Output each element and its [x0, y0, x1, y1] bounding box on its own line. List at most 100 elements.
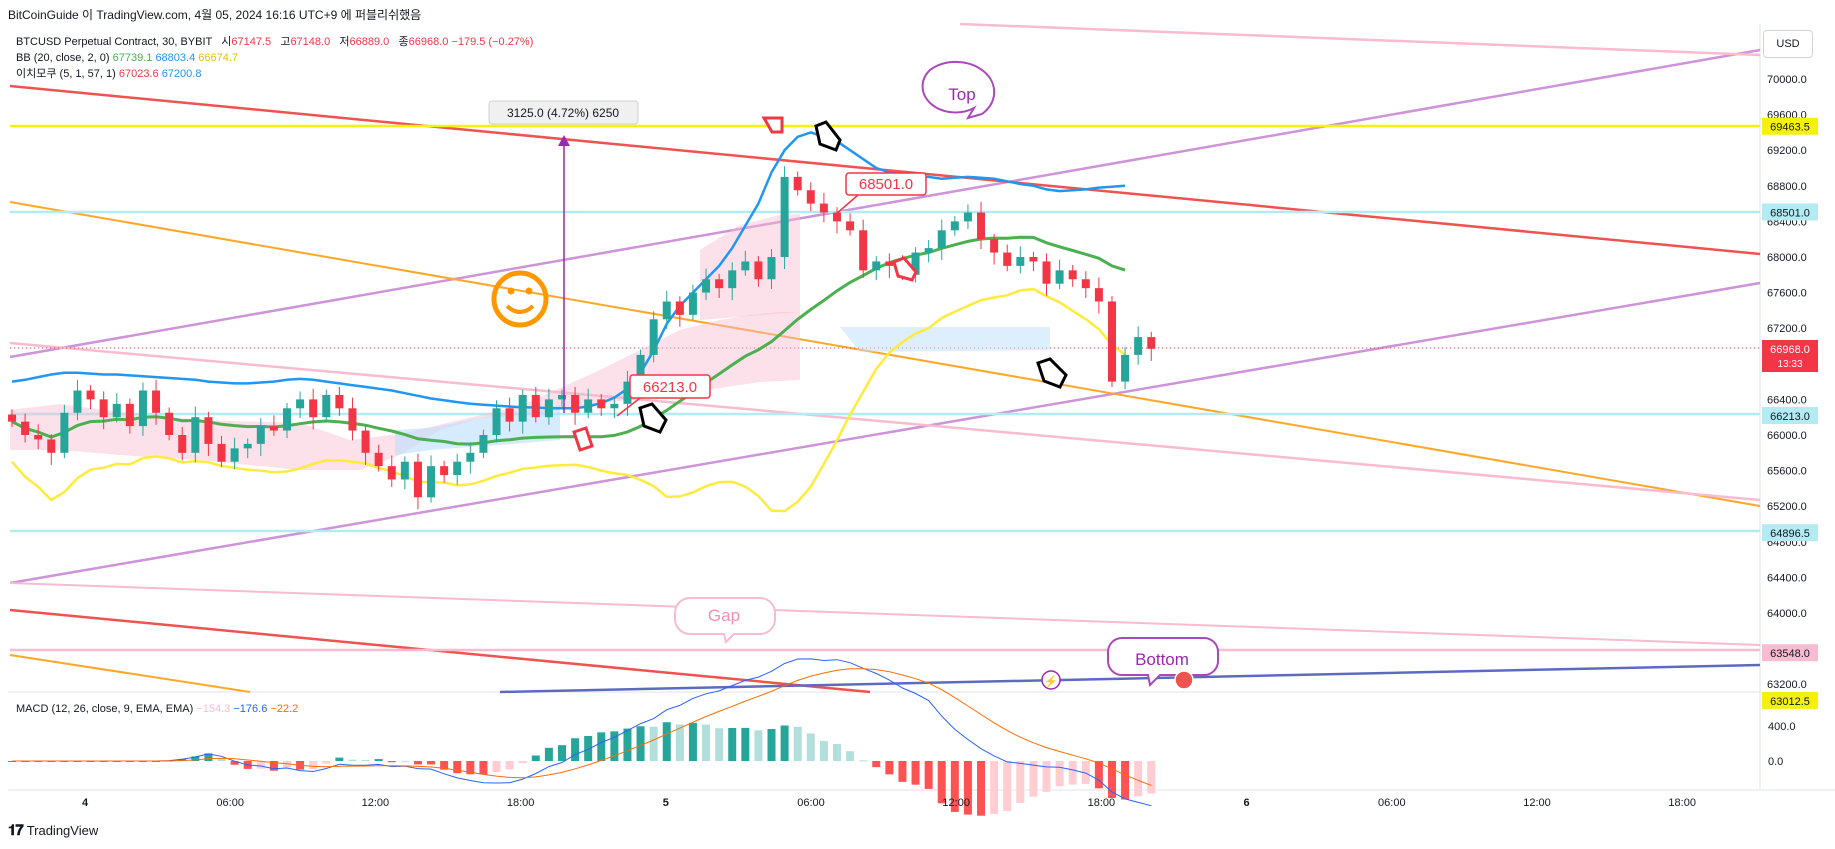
candle-body [688, 292, 697, 315]
macd-histogram-bar [924, 761, 933, 789]
hand-pointer-icon-1[interactable] [814, 120, 842, 152]
candle-body [361, 430, 370, 453]
candle-body [793, 176, 802, 191]
hand-pointer-icon-red-3[interactable] [572, 426, 594, 452]
candle-body [557, 394, 566, 400]
macd-line [12, 658, 1152, 807]
macd-signal-value: −22.2 [270, 703, 299, 715]
gap-callout-bubble[interactable] [674, 597, 776, 644]
macd-hist-value: −154.3 [196, 703, 231, 715]
macd-histogram-bar [832, 743, 841, 761]
legend-ichimoku-row: 이치모쿠 (5, 1, 57, 1) 67023.6 67200.8 [16, 66, 533, 82]
level-badge [1762, 644, 1818, 662]
hand-pointer-icon-2[interactable] [638, 402, 668, 434]
candle-body [191, 417, 200, 453]
pink-descending-trendline[interactable] [9, 341, 1761, 502]
hand-pointer-icon-red-2[interactable] [892, 256, 918, 282]
orange-lower-trendline[interactable] [9, 654, 251, 693]
macd-histogram-bar [1081, 761, 1090, 784]
candle-body [230, 448, 239, 462]
legend-bb-upper: 68803.4 [155, 52, 196, 64]
legend-symbol-row: BTCUSD Perpetual Contract, 30, BYBIT 시67… [16, 34, 533, 50]
lightning-event-icon[interactable] [1041, 670, 1061, 690]
navy-trendline[interactable] [499, 663, 1761, 694]
macd-histogram-bar [662, 722, 671, 761]
purple-lower-channel-line[interactable] [9, 281, 1761, 585]
price-tick: 65200.0 [1767, 501, 1807, 513]
macd-histogram-bar [636, 726, 645, 761]
candle-body [413, 461, 422, 498]
candle-body [47, 439, 56, 453]
time-axis[interactable]: 4 06:00 12:00 18:00 5 06:00 12:00 18:00 6 06:00 12… [82, 797, 1696, 809]
candle-body [1094, 288, 1103, 302]
macd-histogram-bar [898, 761, 907, 782]
tag-low-box[interactable] [629, 374, 711, 399]
candle-body [269, 426, 278, 431]
candle-body [636, 354, 645, 382]
candle-body [152, 390, 161, 413]
lightning-glyph: ⚡ [1044, 675, 1058, 688]
macd-histogram-bar [885, 761, 894, 775]
macd-histogram-bar [806, 733, 815, 761]
candle-body [990, 239, 999, 253]
candle-body [309, 399, 318, 418]
macd-histogram-bar [1042, 761, 1051, 792]
level-badge [1762, 407, 1818, 425]
candle-body [453, 461, 462, 476]
hand-pointer-icon-3[interactable] [1036, 357, 1068, 389]
macd-histogram-bar [453, 761, 462, 774]
top-callout-bubble[interactable] [921, 60, 996, 120]
candle-body [728, 270, 737, 289]
countdown-text: 13:33 [1777, 359, 1802, 370]
candle-body [662, 301, 671, 320]
bb-lower-line [11, 287, 1126, 513]
price-tick: 63200.0 [1767, 679, 1807, 691]
smiley-icon[interactable] [491, 270, 549, 328]
macd-histogram-bar [531, 755, 540, 761]
candle-body [571, 394, 580, 413]
pink-lower-trendline[interactable] [9, 582, 1761, 646]
candle-body [505, 408, 514, 422]
time-tick: 06:00 [216, 797, 244, 809]
candle-body [322, 394, 331, 418]
macd-histogram-bar [178, 758, 187, 761]
macd-histogram-bar [702, 724, 711, 761]
ichimoku-cloud-pink-2 [700, 214, 800, 320]
candle-body [21, 421, 30, 435]
candle-body [1081, 279, 1090, 289]
macd-histogram-bar [492, 761, 501, 773]
chart-legend: BTCUSD Perpetual Contract, 30, BYBIT 시67… [16, 34, 533, 82]
price-axis[interactable]: 70000.069600.069200.068800.068400.068000… [1767, 74, 1807, 691]
pink-top-trendline[interactable] [959, 22, 1761, 57]
candle-body [924, 248, 933, 253]
macd-histogram-bar [990, 761, 999, 814]
currency-button[interactable]: USD [1763, 30, 1813, 58]
candle-body [584, 399, 593, 413]
publish-header: BitCoinGuide 이 TradingView.com, 4월 05, 2… [8, 8, 422, 22]
candle-body [34, 435, 43, 440]
purple-upper-channel-line[interactable] [9, 48, 1761, 359]
macd-histogram-bar [361, 760, 370, 762]
level-badge-text: 63012.5 [1770, 696, 1810, 708]
candle-body [977, 212, 986, 240]
time-tick: 18:00 [1088, 797, 1116, 809]
candle-body [531, 394, 540, 418]
macd-tick-0: 0.0 [1768, 756, 1783, 768]
candle-body [859, 230, 868, 271]
macd-histogram-bar [427, 761, 436, 765]
tag-high-box[interactable] [845, 172, 927, 196]
hand-pointer-icon-red-1[interactable] [761, 116, 784, 134]
time-tick: 06:00 [1378, 797, 1406, 809]
macd-histogram-bar [623, 728, 632, 761]
candle-body [597, 399, 606, 409]
macd-pane [8, 658, 1156, 816]
tradingview-brand[interactable]: 𝟏𝟕 TradingView [8, 822, 98, 839]
macd-histogram-bar [466, 761, 475, 775]
candle-body [387, 466, 396, 480]
candle-body [806, 190, 815, 204]
orange-descending-trendline[interactable] [9, 201, 1761, 507]
candle-body [1003, 252, 1012, 266]
price-tick: 70000.0 [1767, 74, 1807, 86]
us-flag-event-icon[interactable] [1174, 670, 1194, 690]
